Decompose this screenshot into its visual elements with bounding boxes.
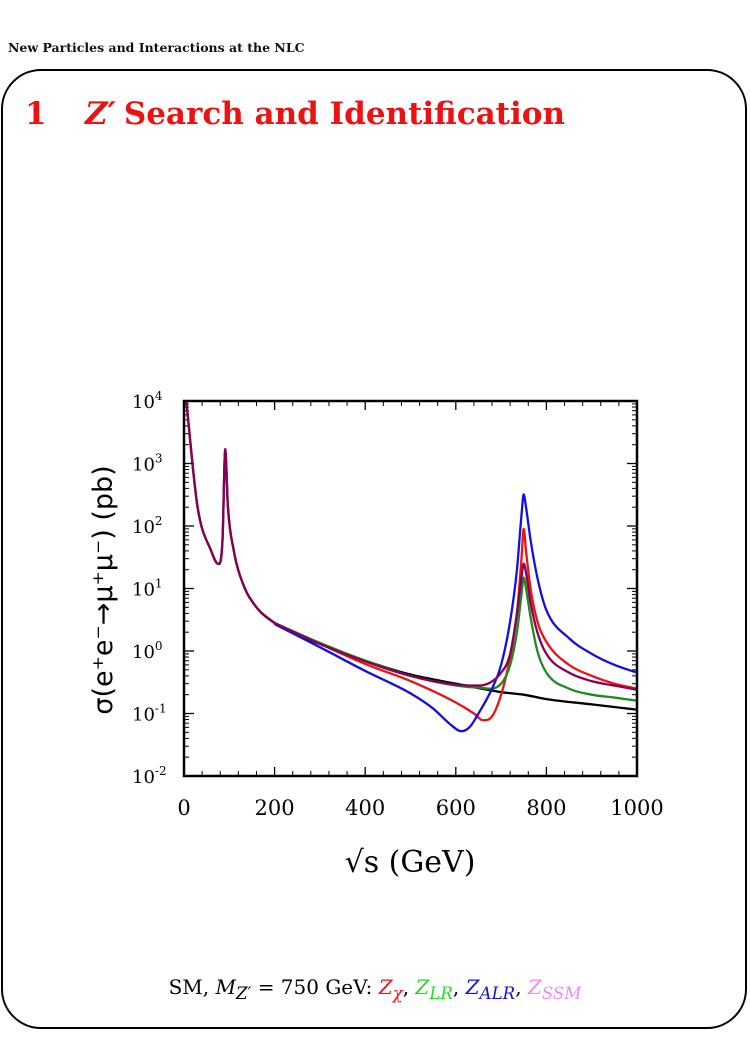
caption-model-sub: SSM (541, 984, 582, 1003)
axis-ticks (183, 400, 638, 777)
y-tick-label: 10-2 (132, 764, 167, 788)
y-tick-base: 10 (132, 705, 155, 726)
y-tick-label: 104 (132, 389, 163, 413)
x-tick-label: 600 (436, 796, 476, 820)
x-tick-label: 400 (345, 796, 385, 820)
y-tick-label: 101 (132, 577, 163, 601)
figure-caption: SM, MZ′ = 750 GeV: Zχ, ZLR, ZALR, ZSSM (0, 975, 750, 1003)
caption-models: Zχ, ZLR, ZALR, ZSSM (378, 975, 582, 1003)
y-tick-label: 100 (132, 639, 163, 663)
y-tick-base: 10 (132, 580, 155, 601)
x-tick-labels: 0 200 400 600 800 1000 (177, 796, 663, 820)
title-text: Search and Identification (123, 96, 565, 132)
running-header: New Particles and Interactions at the NL… (8, 40, 305, 55)
x-tick-label: 0 (177, 796, 190, 820)
y-tick-label: 10-1 (132, 702, 167, 726)
y-tick-base: 10 (132, 392, 155, 413)
caption-model-sub: LR (429, 984, 453, 1003)
caption-model-3: ZSSM (527, 975, 582, 1003)
series-line-4 (274, 562, 638, 691)
y-tick-base: 10 (132, 517, 155, 538)
caption-model-0: Zχ (378, 975, 403, 1003)
plot-frame (182, 399, 639, 778)
y-tick-label: 103 (132, 452, 163, 476)
caption-model-1: ZLR (415, 975, 453, 1003)
series-lines (185, 400, 638, 733)
title-symbol: Z′ (85, 96, 116, 132)
y-tick-exp: 0 (155, 639, 163, 653)
series-line-0 (185, 400, 638, 711)
cross-section-chart: 0 200 400 600 800 1000 10-210-110010110210310… (88, 389, 664, 880)
caption-model-sub: χ (392, 984, 403, 1003)
series-line-1 (274, 527, 638, 722)
y-tick-label: 102 (132, 514, 163, 538)
y-tick-base: 10 (132, 767, 155, 788)
caption-mass-symbol: M (215, 975, 236, 999)
section-title: 1 Z′ Search and Identification (25, 96, 565, 132)
caption-model-sub: ALR (479, 984, 516, 1003)
caption-model-base: Z (465, 975, 480, 999)
x-tick-label: 200 (255, 796, 295, 820)
caption-model-2: ZALR (465, 975, 516, 1003)
caption-model-base: Z (415, 975, 430, 999)
section-number: 1 (25, 96, 47, 132)
x-tick-label: 1000 (610, 796, 663, 820)
caption-model-base: Z (527, 975, 542, 999)
y-axis-label: σ(e⁺e⁻→μ⁺μ⁻) (pb) (88, 465, 119, 714)
y-tick-exp: -2 (155, 764, 167, 778)
y-tick-exp: 2 (155, 514, 163, 528)
y-tick-exp: -1 (155, 702, 167, 716)
series-line-2 (274, 576, 638, 702)
y-tick-exp: 1 (155, 577, 163, 591)
y-tick-base: 10 (132, 455, 155, 476)
x-axis-label: √s (GeV) (345, 845, 476, 880)
series-line-3 (274, 493, 638, 733)
y-tick-exp: 3 (155, 452, 163, 466)
caption-mass-sub: Z′ (235, 984, 252, 1003)
y-tick-base: 10 (132, 642, 155, 663)
caption-mass-value: = 750 GeV: (257, 975, 373, 999)
x-tick-label: 800 (526, 796, 566, 820)
y-tick-exp: 4 (155, 389, 163, 403)
series-line-5 (185, 400, 276, 624)
caption-sm: SM, (168, 975, 210, 999)
slide-frame (1, 69, 747, 1029)
caption-model-base: Z (378, 975, 393, 999)
